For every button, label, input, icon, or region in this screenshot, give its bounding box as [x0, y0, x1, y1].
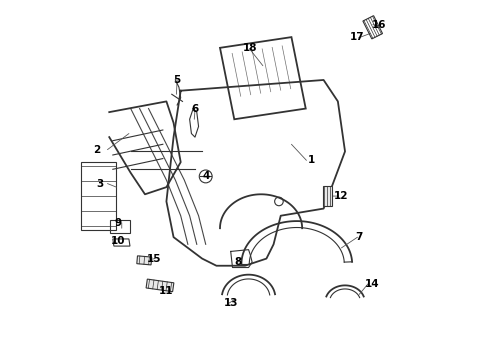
Text: 15: 15	[147, 253, 161, 264]
Bar	[137, 256, 152, 265]
Text: 10: 10	[111, 236, 125, 246]
Bar	[323, 186, 332, 206]
Text: 6: 6	[192, 104, 198, 113]
Bar	[146, 279, 174, 292]
Text: 2: 2	[93, 145, 100, 155]
Text: 12: 12	[334, 191, 349, 201]
Text: 13: 13	[223, 298, 238, 308]
Text: 17: 17	[350, 32, 365, 42]
Text: 8: 8	[234, 257, 242, 267]
Text: 9: 9	[115, 218, 122, 228]
Text: 1: 1	[307, 156, 315, 165]
Text: 14: 14	[365, 279, 379, 289]
Text: 11: 11	[159, 286, 173, 296]
Text: 5: 5	[173, 75, 181, 85]
Text: 16: 16	[372, 19, 386, 30]
Text: 7: 7	[356, 232, 363, 242]
Text: 4: 4	[202, 171, 209, 181]
Text: 3: 3	[97, 179, 104, 189]
Text: 18: 18	[243, 43, 258, 53]
